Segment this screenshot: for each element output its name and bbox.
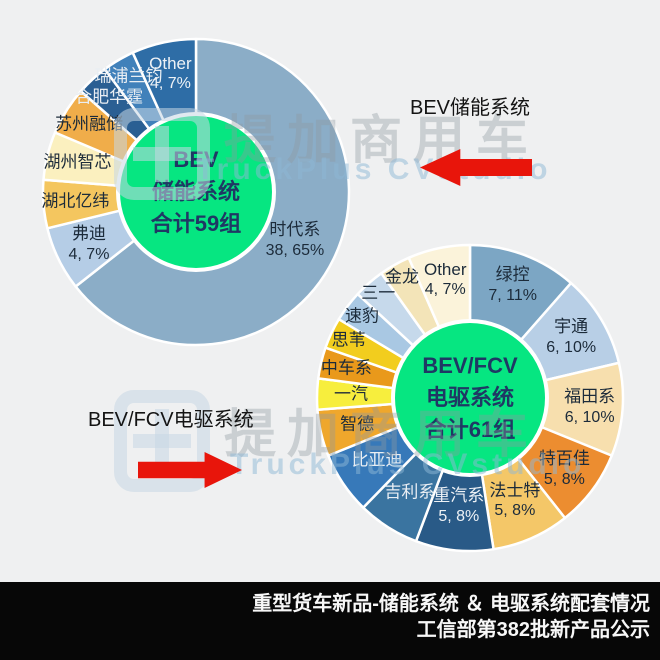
chart2-center-title: BEV/FCV 电驱系统 合计61组 <box>422 350 517 446</box>
donut-center-circle <box>391 319 549 477</box>
footer-title-line: 重型货车新品-储能系统 ＆ 电驱系统配套情况 <box>252 593 650 615</box>
chart2-center-line1: BEV/FCV <box>422 353 518 379</box>
chart2-center-line2: 电驱系统 <box>425 385 515 411</box>
footer-subtitle-line: 工信部第382批新产品公示 <box>416 619 650 641</box>
chart1-center-title: BEV 储能系统 合计59组 <box>151 144 241 240</box>
chart1-center-line2: 储能系统 <box>151 179 241 205</box>
chart1-center-line3: 合计59组 <box>150 210 242 236</box>
chart1-center-line1: BEV <box>173 147 219 173</box>
chart2-center-line3: 合计61组 <box>424 416 516 442</box>
chart1-annotation-label: BEV储能系统 <box>410 97 531 119</box>
chart2-annotation-label: BEV/FCV电驱系统 <box>88 409 254 431</box>
footer-bar: 重型货车新品-储能系统 ＆ 电驱系统配套情况 工信部第382批新产品公示 <box>0 582 660 660</box>
